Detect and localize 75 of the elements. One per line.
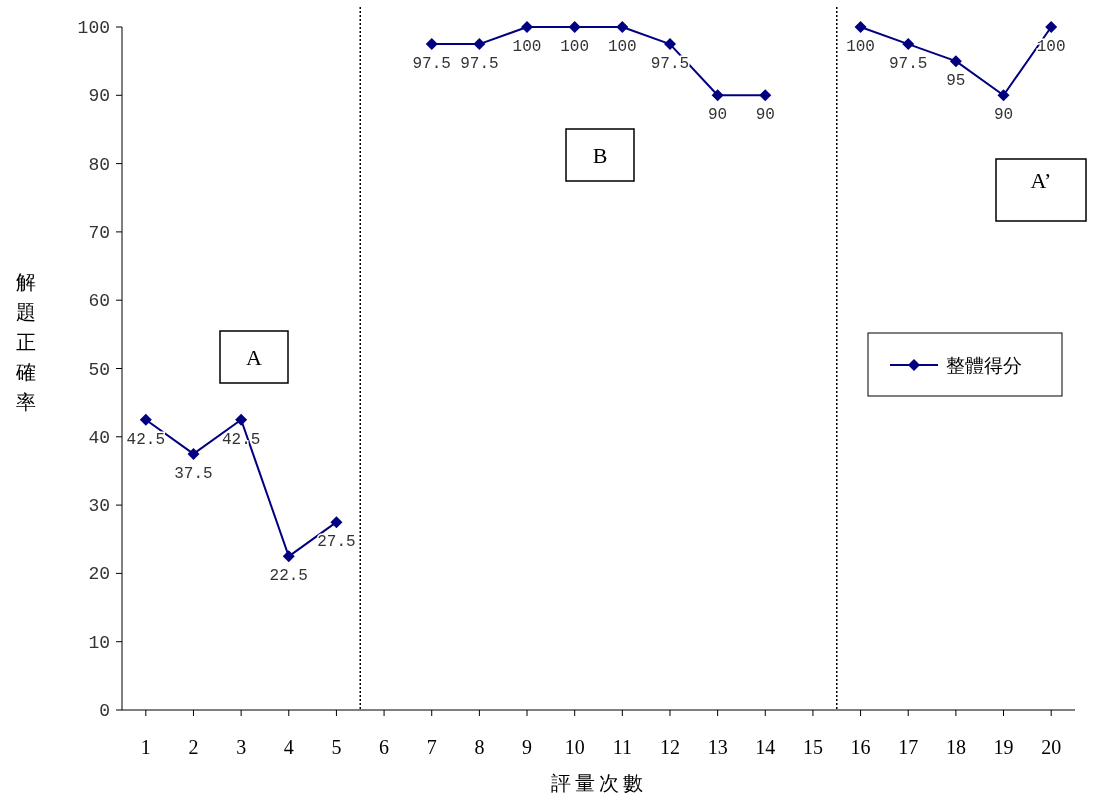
point <box>902 38 915 51</box>
x-tick-label: 16 <box>850 736 871 758</box>
data-label: 90 <box>708 106 728 125</box>
x-tick-label: 6 <box>379 736 390 758</box>
data-label: 27.5 <box>317 533 356 552</box>
y-tick-label: 20 <box>88 564 110 585</box>
x-tick-label: 4 <box>283 736 294 758</box>
y-tick-label: 100 <box>77 18 110 38</box>
data-label: 37.5 <box>174 464 213 483</box>
data-label: 100 <box>607 38 637 56</box>
annotation: A <box>246 345 263 370</box>
y-tick-label: 40 <box>88 427 110 448</box>
point <box>235 413 248 426</box>
y-tick-label: 0 <box>99 701 110 721</box>
point <box>568 21 581 33</box>
y-tick-label: 80 <box>88 154 110 175</box>
y-tick-label: 10 <box>88 632 110 653</box>
x-tick-label: 20 <box>1041 736 1062 758</box>
annotation: A’ <box>1030 168 1052 193</box>
x-tick-label: 1 <box>140 736 151 758</box>
data-label: 97.5 <box>460 55 499 74</box>
data-label: 90 <box>755 106 775 125</box>
x-tick-label: 11 <box>612 736 632 758</box>
y-tick-label: 30 <box>88 496 110 517</box>
x-tick-label: 17 <box>898 736 919 758</box>
x-tick-label: 13 <box>707 736 728 758</box>
point <box>425 38 438 51</box>
data-label: 42.5 <box>126 430 166 449</box>
point <box>1045 21 1058 33</box>
x-tick-label: 15 <box>802 736 823 758</box>
y-tick-label: 90 <box>88 86 110 107</box>
legend: 整體得分 <box>867 332 1063 397</box>
point <box>187 447 200 460</box>
x-tick-label: 12 <box>659 736 680 758</box>
annotation: A <box>219 330 289 384</box>
y-tick-label: 60 <box>88 291 110 312</box>
point <box>330 516 343 529</box>
x-tick-label: 18 <box>945 736 966 758</box>
data-label: 97.5 <box>412 55 451 74</box>
y-tick-label: 70 <box>88 222 110 243</box>
x-axis-title: 評量次數 <box>550 772 647 794</box>
legend-label: 整體得分 <box>946 355 1022 376</box>
x-tick-label: 19 <box>993 736 1014 758</box>
x-tick-label: 7 <box>426 736 437 758</box>
point <box>759 89 772 102</box>
point <box>282 550 295 563</box>
x-tick-label: 2 <box>188 736 199 758</box>
annotation: A’ <box>995 158 1087 222</box>
data-label: 100 <box>512 38 542 56</box>
point <box>473 38 486 51</box>
x-tick-label: 5 <box>331 736 342 758</box>
data-label: 100 <box>560 38 590 56</box>
point <box>616 21 629 33</box>
data-label: 100 <box>1036 38 1066 56</box>
point <box>949 55 962 68</box>
x-tick-label: 8 <box>474 736 485 758</box>
x-tick-label: 9 <box>522 736 533 758</box>
point <box>997 89 1010 102</box>
data-label: 22.5 <box>269 567 308 586</box>
point <box>139 413 152 426</box>
data-label: 100 <box>846 38 875 56</box>
annotation: B <box>565 128 635 182</box>
x-tick-label: 3 <box>236 736 247 758</box>
point <box>663 38 676 51</box>
data-label: 90 <box>993 106 1014 125</box>
x-tick-label: 14 <box>755 736 776 758</box>
annotation: B <box>592 143 608 168</box>
data-label: 95 <box>946 72 966 91</box>
data-label: 97.5 <box>889 55 928 74</box>
point <box>711 89 724 102</box>
data-label: 97.5 <box>650 55 690 74</box>
y-axis-title: 解題正確率 <box>15 270 36 413</box>
y-tick-label: 50 <box>88 359 110 380</box>
x-tick-label: 10 <box>564 736 585 758</box>
point <box>854 21 867 33</box>
